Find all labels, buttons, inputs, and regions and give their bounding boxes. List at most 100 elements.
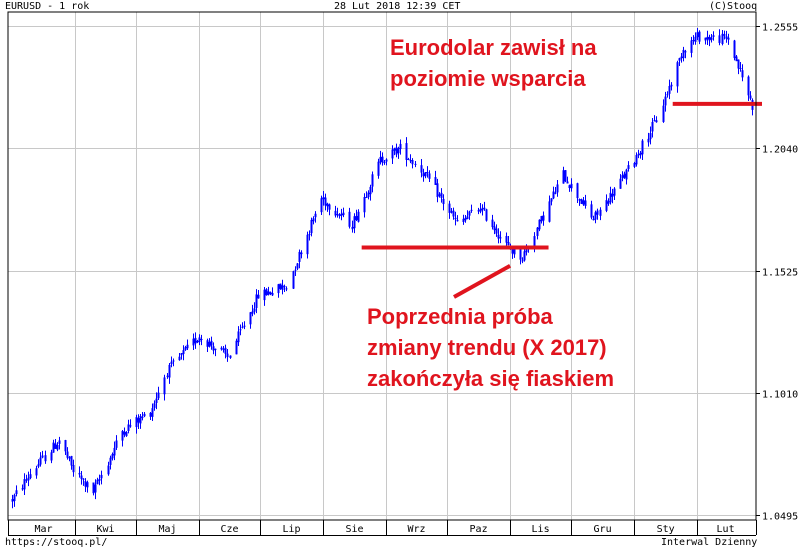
candle-body — [422, 173, 425, 177]
candle-body — [468, 211, 471, 216]
candle-body — [153, 403, 156, 408]
candle-body — [37, 464, 40, 467]
candle-body — [639, 152, 642, 156]
source-url[interactable]: https://stooq.pl/ — [5, 537, 108, 548]
candle-body — [340, 213, 343, 216]
candle-body — [35, 468, 38, 476]
candle-body — [477, 210, 480, 212]
candle-body — [149, 412, 152, 417]
annotation-previous-line-1: Poprzednia próba — [367, 304, 553, 329]
candle-body — [66, 451, 69, 458]
candle-body — [668, 86, 671, 94]
candle-body — [495, 228, 498, 234]
candle-body — [470, 209, 473, 211]
candle-body — [493, 226, 496, 231]
candle-body — [41, 455, 44, 458]
candle-body — [704, 37, 707, 41]
candle-body — [680, 56, 683, 59]
candle-body — [163, 377, 166, 395]
candle-body — [578, 199, 581, 201]
candle-body — [70, 455, 73, 466]
candle-body — [570, 183, 573, 189]
candle-body — [395, 147, 398, 155]
candle-body — [533, 236, 536, 247]
candle-body — [168, 364, 171, 378]
candle-body — [562, 170, 565, 184]
candle-body — [21, 488, 24, 490]
candle-body — [596, 210, 599, 215]
candle-body — [121, 430, 124, 441]
candle-body — [294, 269, 297, 271]
x-tick-label: Lut — [717, 524, 735, 535]
candle-body — [409, 160, 412, 162]
candle-body — [391, 149, 394, 159]
candle-body — [52, 442, 55, 453]
candle-body — [214, 348, 217, 350]
chart-copyright: (C)Stooq — [709, 1, 758, 12]
candle-body — [399, 143, 402, 150]
candle-body — [210, 340, 213, 346]
candle-body — [54, 443, 57, 449]
candle-body — [712, 35, 715, 37]
candle-body — [86, 482, 89, 488]
candle-body — [255, 294, 258, 308]
candle-body — [377, 161, 380, 176]
candle-body — [576, 183, 579, 199]
candle-body — [96, 479, 99, 485]
candle-body — [590, 204, 593, 218]
candle-body — [440, 192, 443, 198]
candle-body — [708, 36, 711, 41]
x-tick-label: Paz — [470, 524, 488, 535]
candle-body — [363, 197, 366, 213]
annotation-previous-attempt: Poprzednia próba zmiany trendu (X 2017) … — [367, 301, 614, 394]
candle-body — [525, 248, 528, 253]
candle-body — [25, 479, 28, 481]
candle-body — [324, 197, 327, 206]
candle-body — [39, 457, 42, 465]
candle-body — [328, 204, 331, 210]
candle-body — [580, 199, 583, 204]
candle-body — [521, 260, 524, 262]
candle-body — [141, 416, 144, 418]
chart-title: EURUSD - 1 rok — [5, 1, 90, 12]
candle-body — [710, 37, 713, 40]
x-tick-label: Cze — [220, 524, 238, 535]
candle-body — [23, 479, 26, 490]
candle-body — [310, 219, 313, 234]
candle-body — [405, 143, 408, 160]
candle-body — [536, 227, 539, 236]
x-tick-label: Wrz — [408, 524, 426, 535]
candle-body — [725, 36, 728, 39]
candle-body — [613, 188, 616, 196]
candle-body — [511, 249, 514, 254]
y-tick-label: 1.1525 — [762, 268, 798, 279]
candle-body — [383, 162, 386, 164]
candle-body — [420, 165, 423, 173]
candle-body — [241, 326, 244, 328]
candle-body — [552, 191, 555, 199]
candle-body — [212, 346, 215, 351]
candle-body — [300, 252, 303, 255]
candle-body — [78, 472, 81, 475]
candle-body — [749, 95, 752, 99]
candle-body — [50, 452, 53, 461]
candle-body — [519, 248, 522, 260]
candle-body — [741, 70, 744, 78]
candle-body — [385, 159, 388, 162]
candle-body — [479, 209, 482, 212]
candle-body — [721, 33, 724, 44]
candle-body — [279, 283, 282, 289]
candle-body — [292, 271, 295, 289]
candle-body — [706, 36, 709, 40]
candle-body — [718, 35, 721, 43]
candle-body — [379, 156, 382, 163]
candle-body — [739, 68, 742, 70]
candle-body — [611, 193, 614, 197]
candle-body — [13, 494, 16, 502]
candle-body — [497, 234, 500, 239]
candle-body — [647, 138, 650, 143]
candle-body — [454, 217, 457, 220]
candle-body — [184, 347, 187, 351]
annotation-pointer-line — [453, 264, 512, 299]
candle-body — [542, 215, 545, 221]
